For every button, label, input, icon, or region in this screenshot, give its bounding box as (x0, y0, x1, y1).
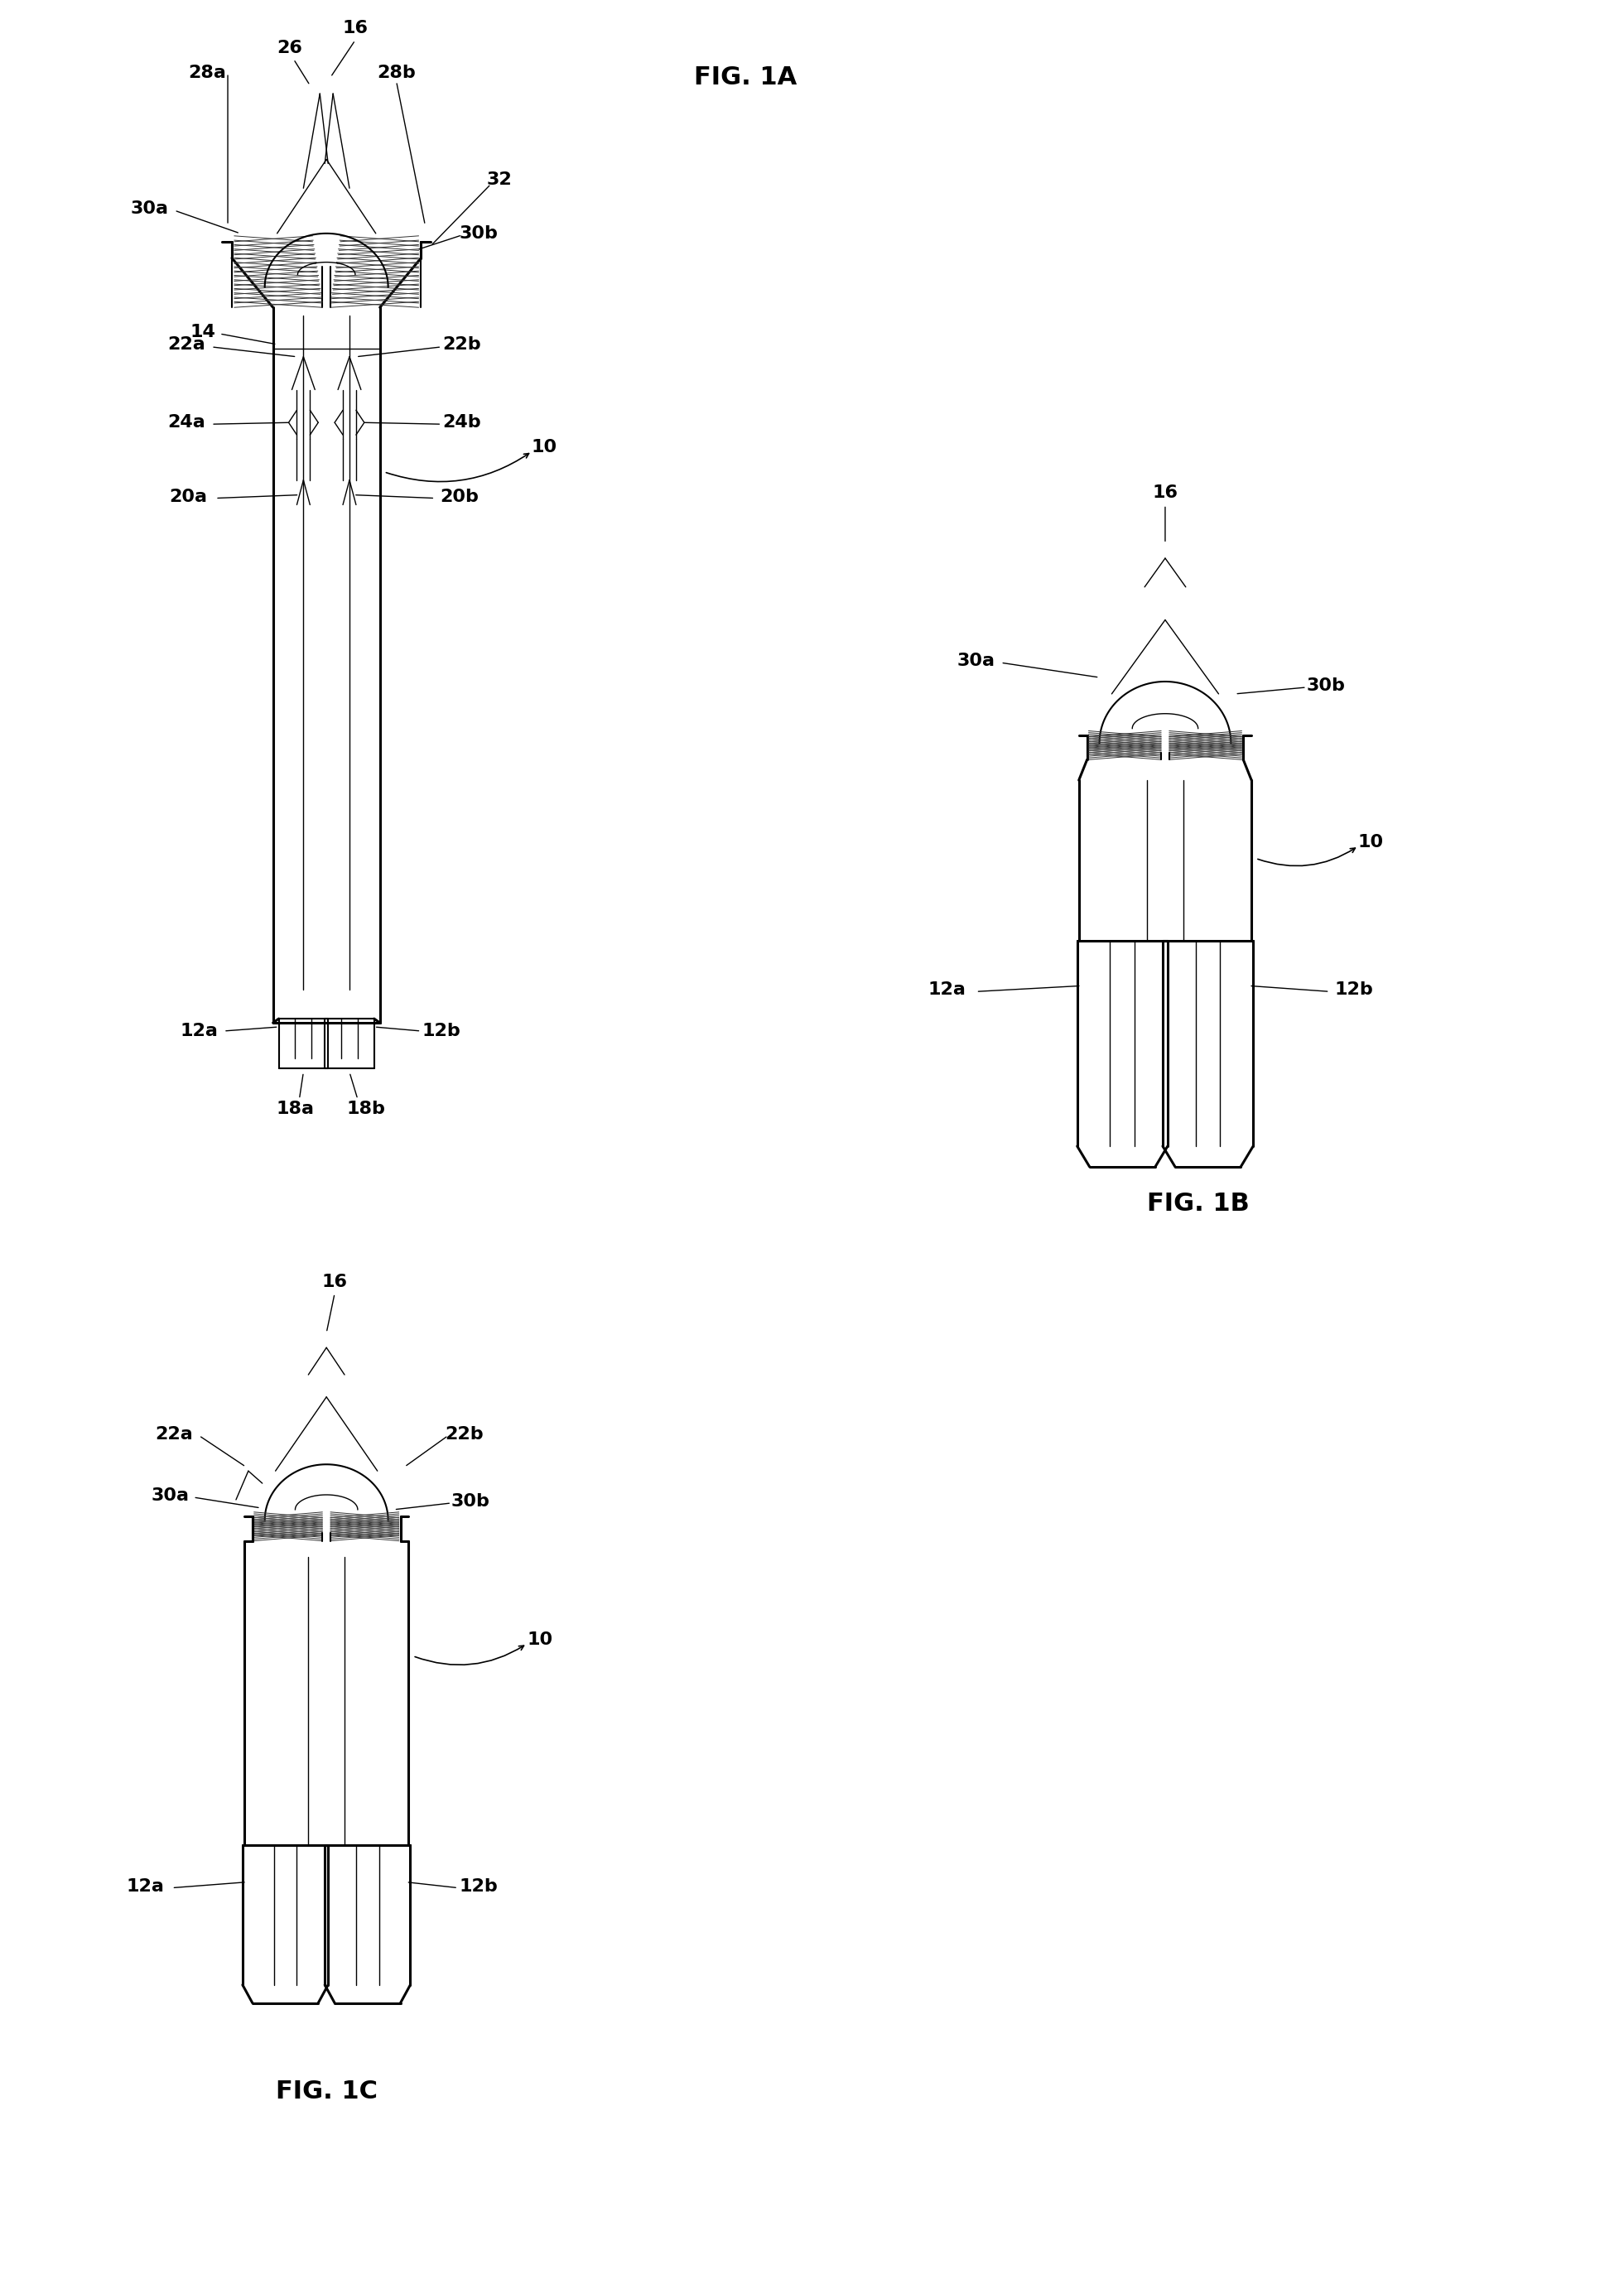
Text: 30b: 30b (460, 224, 499, 243)
Text: 16: 16 (322, 1273, 348, 1291)
Text: 28a: 28a (188, 64, 226, 82)
Text: FIG. 1C: FIG. 1C (276, 2081, 377, 2104)
Text: 12a: 12a (127, 1877, 164, 1895)
Text: 24b: 24b (443, 414, 481, 430)
Text: 22a: 22a (156, 1426, 193, 1442)
Text: 12a: 12a (929, 982, 966, 998)
Text: 22b: 22b (445, 1426, 484, 1442)
Text: FIG. 1B: FIG. 1B (1147, 1193, 1249, 1215)
Text: 12a: 12a (180, 1023, 218, 1039)
Text: 20b: 20b (440, 488, 479, 506)
Text: 28b: 28b (377, 64, 416, 82)
Text: 20a: 20a (169, 488, 208, 506)
Text: 16: 16 (1153, 485, 1177, 501)
Text: 22b: 22b (443, 336, 481, 353)
Text: 18b: 18b (346, 1101, 385, 1117)
Text: 30a: 30a (957, 652, 996, 668)
Text: 16: 16 (343, 21, 369, 37)
Text: 30b: 30b (1306, 678, 1345, 694)
Text: 26: 26 (276, 41, 302, 57)
Text: 18a: 18a (276, 1101, 313, 1117)
Text: 12b: 12b (1335, 982, 1374, 998)
Text: 12b: 12b (460, 1877, 499, 1895)
Text: 30a: 30a (151, 1488, 190, 1504)
Text: FIG. 1A: FIG. 1A (695, 64, 797, 89)
Text: 30a: 30a (130, 201, 169, 217)
Text: 10: 10 (528, 1632, 554, 1648)
Text: 24a: 24a (167, 414, 206, 430)
Text: 10: 10 (531, 439, 557, 456)
Text: 12b: 12b (422, 1023, 461, 1039)
Text: 14: 14 (190, 323, 216, 341)
Text: 10: 10 (1358, 833, 1384, 849)
Text: 32: 32 (487, 172, 512, 188)
Text: 22a: 22a (167, 336, 206, 353)
Text: 30b: 30b (451, 1492, 490, 1511)
